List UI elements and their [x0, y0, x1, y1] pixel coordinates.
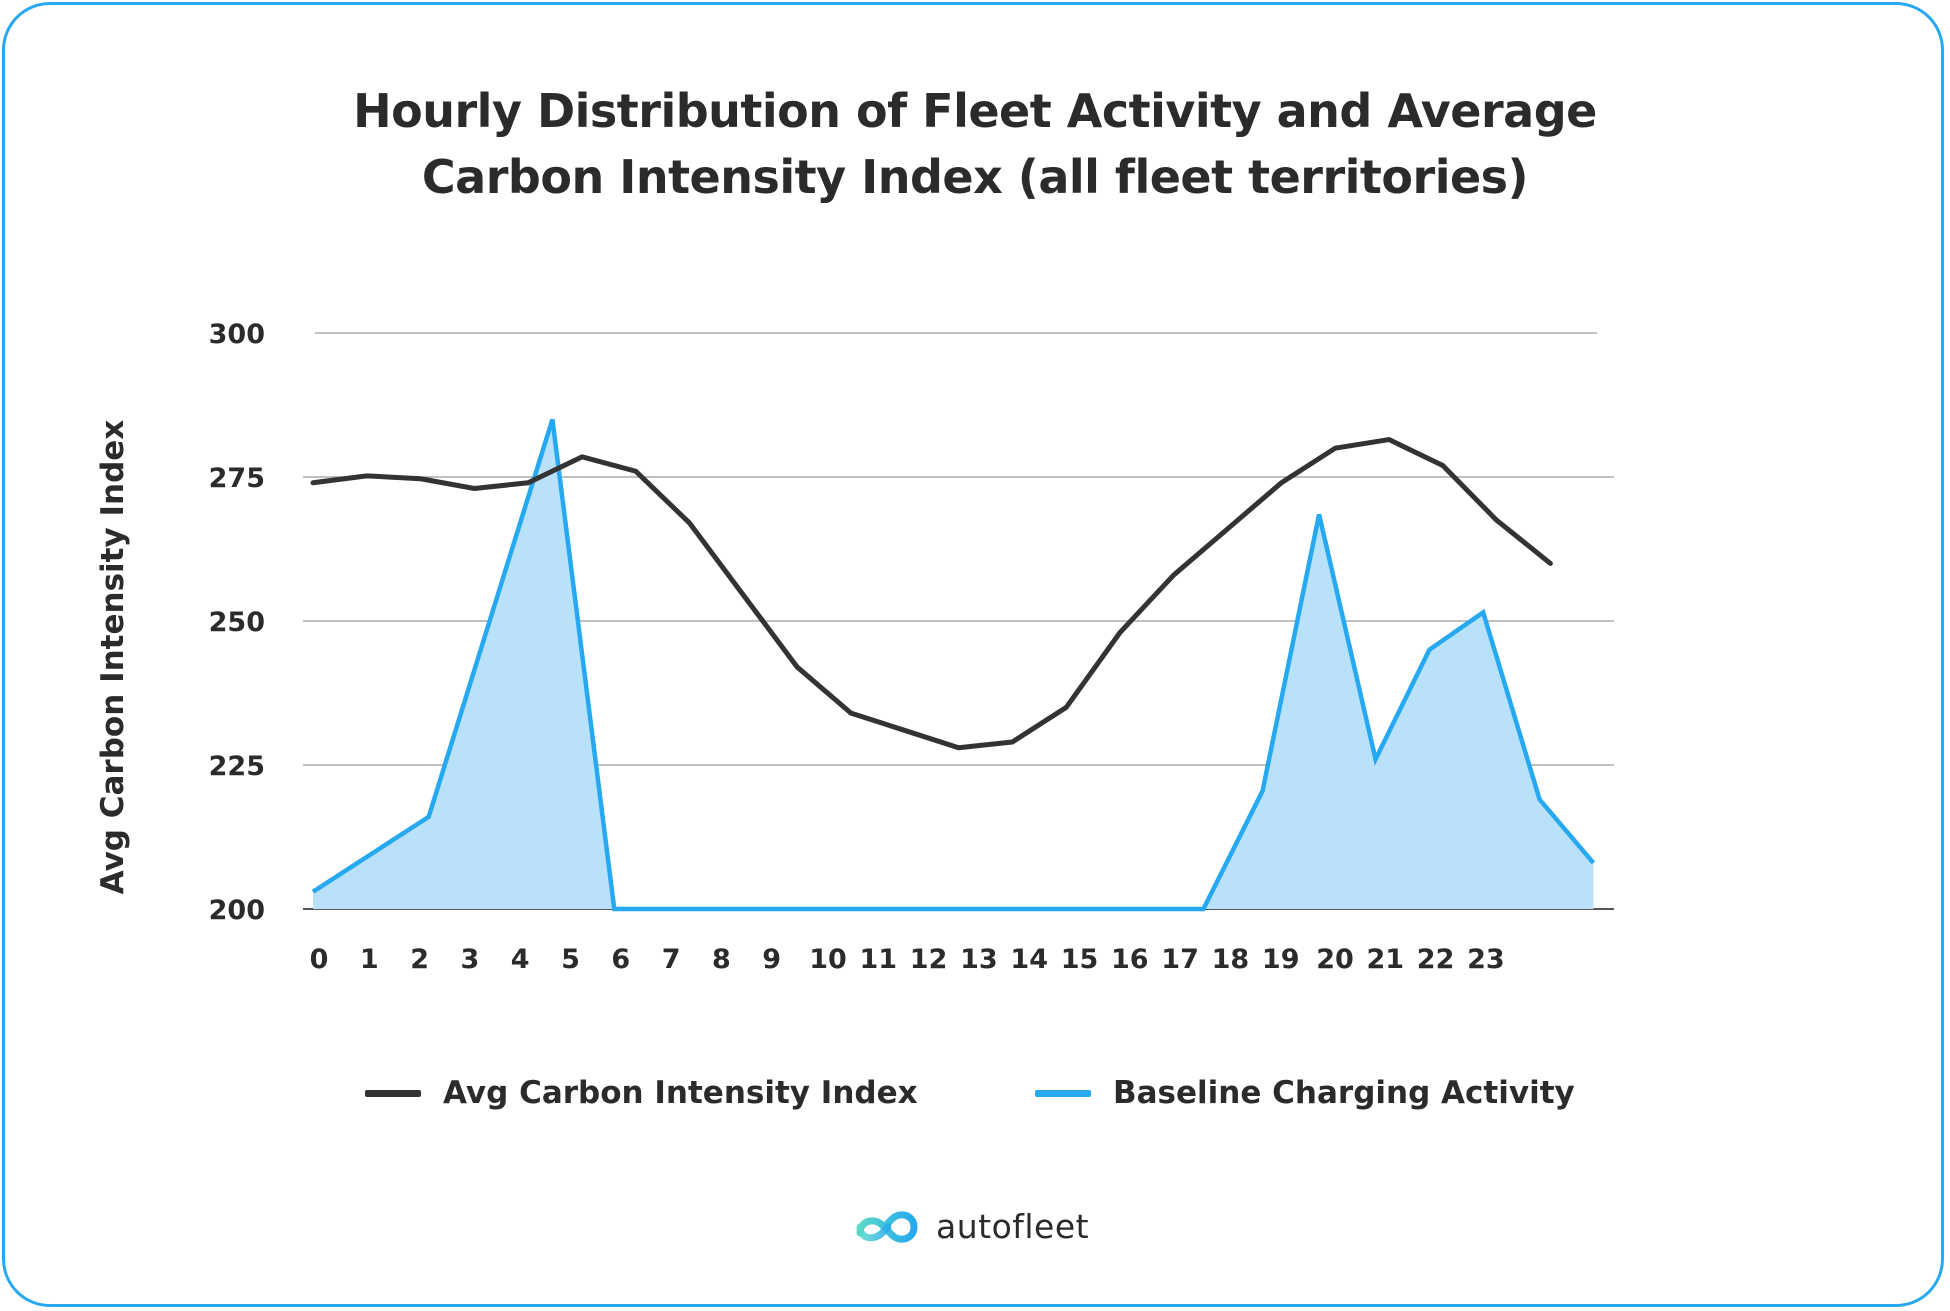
y-tick-label-225: 225: [209, 751, 265, 782]
x-tick-label-15: 15: [1061, 944, 1099, 975]
x-tick-label-22: 22: [1417, 944, 1455, 975]
x-tick-label-16: 16: [1111, 944, 1149, 975]
x-tick-label-21: 21: [1367, 944, 1405, 975]
x-tick-label-4: 4: [511, 944, 530, 975]
autofleet-logo: autofleet: [852, 1200, 1089, 1252]
carbon-intensity-line: [310, 437, 1553, 751]
y-tick-label-200: 200: [209, 895, 265, 926]
x-tick-label-7: 7: [662, 944, 681, 975]
legend-swatch-charging: [1035, 1089, 1091, 1097]
charging-activity-line: [311, 418, 1596, 912]
x-tick-label-23: 23: [1467, 944, 1505, 975]
x-tick-labels: 0 1 2 3 4 5 6 7 8 9 10 11 12 13 14 15 16 17 18 19 20 21 22 23: [310, 944, 1505, 975]
x-tick-label-11: 11: [860, 944, 898, 975]
x-tick-label-20: 20: [1316, 944, 1354, 975]
charging-area-layer: [311, 418, 1596, 912]
x-tick-label-5: 5: [561, 944, 580, 975]
x-tick-label-10: 10: [809, 944, 847, 975]
x-tick-label-14: 14: [1010, 944, 1048, 975]
y-tick-label-300: 300: [209, 319, 265, 350]
x-tick-label-0: 0: [310, 944, 329, 975]
chart-title-line-2: Carbon Intensity Index (all fleet territ…: [421, 150, 1529, 204]
autofleet-logo-text: autofleet: [936, 1206, 1090, 1246]
charging-area-fill: [313, 419, 1594, 909]
x-tick-label-17: 17: [1161, 944, 1199, 975]
x-tick-label-6: 6: [611, 944, 630, 975]
x-tick-label-9: 9: [762, 944, 781, 975]
x-tick-label-12: 12: [910, 944, 948, 975]
legend: Avg Carbon Intensity Index Baseline Char…: [0, 1068, 1950, 1118]
x-tick-label-13: 13: [960, 944, 998, 975]
chart-title-line-1: Hourly Distribution of Fleet Activity an…: [353, 84, 1597, 138]
legend-item-charging: Baseline Charging Activity: [1035, 1068, 1575, 1118]
chart-title: Hourly Distribution of Fleet Activity an…: [0, 78, 1950, 210]
x-tick-label-2: 2: [410, 944, 429, 975]
x-tick-label-3: 3: [461, 944, 480, 975]
carbon-line-layer: [310, 437, 1553, 751]
legend-swatch-carbon: [365, 1089, 421, 1097]
x-tick-label-1: 1: [360, 944, 379, 975]
x-tick-label-18: 18: [1212, 944, 1250, 975]
y-tick-label-275: 275: [209, 463, 265, 494]
autofleet-logo-icon: [856, 1211, 918, 1243]
legend-label-charging: Baseline Charging Activity: [1113, 1075, 1575, 1111]
legend-item-carbon: Avg Carbon Intensity Index: [365, 1068, 918, 1118]
y-tick-labels: 200 225 250 275 300: [209, 319, 265, 926]
y-tick-label-250: 250: [209, 607, 265, 638]
x-tick-label-19: 19: [1262, 944, 1300, 975]
x-tick-label-8: 8: [712, 944, 731, 975]
legend-label-carbon: Avg Carbon Intensity Index: [443, 1075, 918, 1111]
